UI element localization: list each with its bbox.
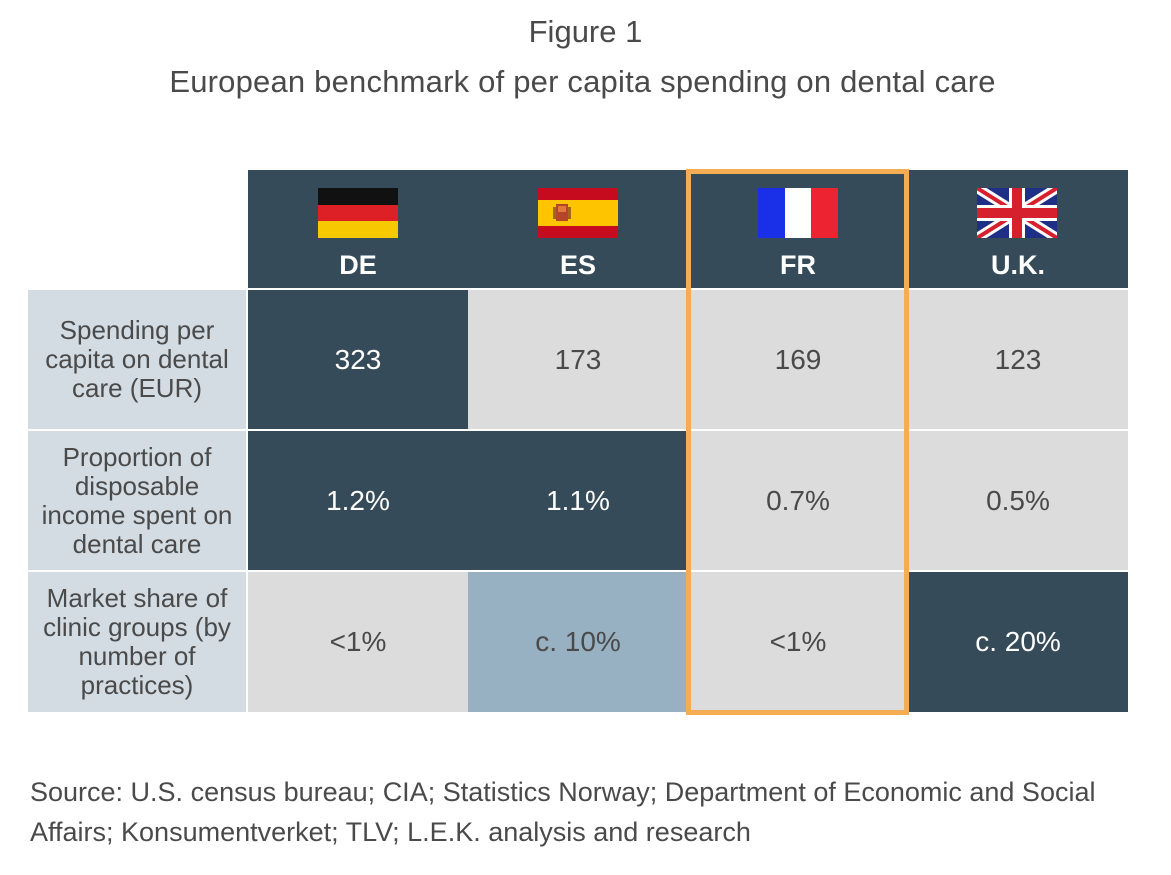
table-cell: 173 (468, 290, 688, 429)
table-cell: 0.5% (908, 431, 1128, 570)
table-cell: 323 (248, 290, 468, 429)
uk-flag-icon (977, 188, 1057, 238)
column-header-uk: U.K. (991, 250, 1045, 280)
table-cell: 1.1% (468, 431, 688, 570)
table-cell: <1% (688, 572, 908, 712)
column-header-de: DE (339, 250, 377, 280)
table-cell: c. 20% (908, 572, 1128, 712)
column-header-es: ES (559, 250, 597, 280)
table-cell: c. 10% (468, 572, 688, 712)
table-cell: 169 (688, 290, 908, 429)
table-cell: 123 (908, 290, 1128, 429)
figure-label: Figure 1 (528, 14, 643, 49)
table-cell: 0.7% (688, 431, 908, 570)
source-note: Source: U.S. census bureau; CIA; Statist… (30, 777, 1096, 847)
chart-title: European benchmark of per capita spendin… (169, 64, 996, 99)
row-label-spending: Spending per capita on dental care (EUR) (28, 290, 246, 429)
france-flag-icon (758, 188, 838, 238)
spain-flag-icon (538, 188, 618, 238)
row-label-market-share: Market share of clinic groups (by number… (28, 572, 246, 712)
germany-flag-icon (318, 188, 398, 238)
table-cell: 1.2% (248, 431, 468, 570)
column-header-fr: FR (780, 250, 816, 280)
table-cell: <1% (248, 572, 468, 712)
row-label-proportion: Proportion of disposable income spent on… (28, 431, 246, 570)
